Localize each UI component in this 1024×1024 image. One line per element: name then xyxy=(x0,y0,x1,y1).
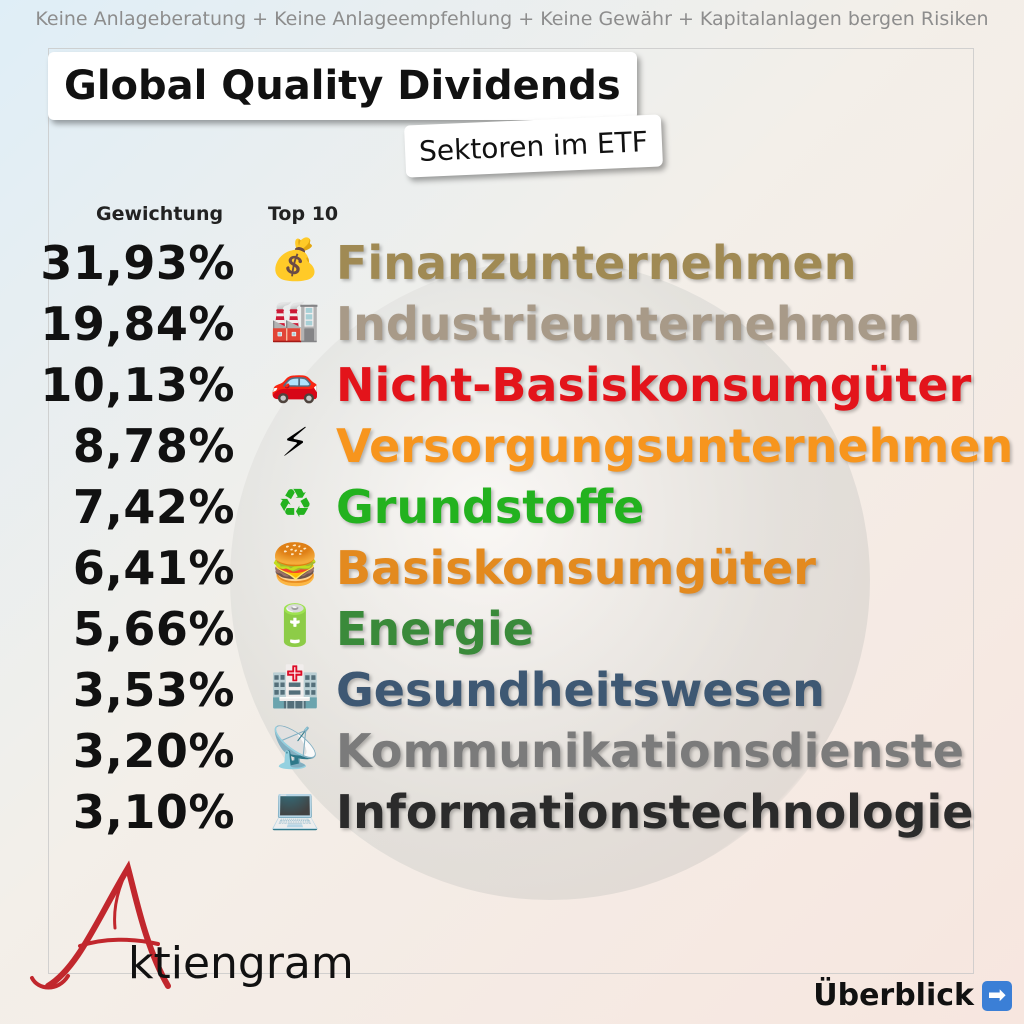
sector-name: Industrieunternehmen xyxy=(336,297,921,351)
sector-weight: 5,66% xyxy=(72,602,235,656)
top-column-header: Top 10 xyxy=(268,203,339,225)
car-icon: 🚗 xyxy=(270,359,320,405)
disclaimer-text: Keine Anlageberatung + Keine Anlageempfe… xyxy=(35,8,989,30)
sector-name: Nicht-Basiskonsumgüter xyxy=(336,358,972,412)
recycle-icon: ♻ xyxy=(277,481,313,527)
battery-icon: 🔋 xyxy=(270,603,320,649)
sector-weight: 3,20% xyxy=(72,724,235,778)
sector-row: 8,78% ⚡ Versorgungsunternehmen xyxy=(0,415,1024,476)
sector-name: Grundstoffe xyxy=(336,480,645,534)
lightning-icon: ⚡ xyxy=(280,420,310,466)
arrow-right-icon: ➡ xyxy=(982,980,1012,1011)
title-banner: Global Quality Dividends xyxy=(48,52,637,120)
factory-icon: 🏭 xyxy=(270,298,320,344)
sector-row: 5,66% 🔋 Energie xyxy=(0,598,1024,659)
sector-weight: 8,78% xyxy=(72,419,235,473)
sector-weight: 6,41% xyxy=(72,541,235,595)
sector-name: Informationstechnologie xyxy=(336,785,974,839)
sector-name: Basiskonsumgüter xyxy=(336,541,816,595)
sector-weight: 31,93% xyxy=(40,236,235,290)
burger-icon: 🍔 xyxy=(270,542,320,588)
sector-list: 31,93% 💰 Finanzunternehmen 19,84% 🏭 Indu… xyxy=(0,232,1024,842)
sector-row: 31,93% 💰 Finanzunternehmen xyxy=(0,232,1024,293)
sector-weight: 3,10% xyxy=(72,785,235,839)
hospital-icon: 🏥 xyxy=(270,664,320,710)
aktiengram-logo xyxy=(30,860,171,990)
sector-weight: 10,13% xyxy=(40,358,235,412)
content-frame xyxy=(48,48,974,974)
page-title: Global Quality Dividends xyxy=(64,63,621,109)
weight-column-header: Gewichtung xyxy=(96,203,224,225)
sector-row: 3,53% 🏥 Gesundheitswesen xyxy=(0,659,1024,720)
sector-name: Versorgungsunternehmen xyxy=(336,419,1014,473)
sector-row: 3,10% 💻 Informationstechnologie xyxy=(0,781,1024,842)
sector-row: 10,13% 🚗 Nicht-Basiskonsumgüter xyxy=(0,354,1024,415)
globe-background xyxy=(230,260,870,900)
page-subtitle: Sektoren im ETF xyxy=(418,124,649,168)
money-bag-icon: 💰 xyxy=(270,237,320,283)
sector-row: 7,42% ♻ Grundstoffe xyxy=(0,476,1024,537)
sector-name: Finanzunternehmen xyxy=(336,236,857,290)
sector-weight: 3,53% xyxy=(72,663,235,717)
satellite-dish-icon: 📡 xyxy=(270,725,320,771)
sector-row: 19,84% 🏭 Industrieunternehmen xyxy=(0,293,1024,354)
sector-name: Energie xyxy=(336,602,534,656)
sector-weight: 7,42% xyxy=(72,480,235,534)
logo-text: ktiengram xyxy=(128,938,354,989)
sector-name: Gesundheitswesen xyxy=(336,663,825,717)
overview-link[interactable]: Überblick ➡ xyxy=(813,978,1012,1013)
sector-name: Kommunikationsdienste xyxy=(336,724,964,778)
sector-row: 3,20% 📡 Kommunikationsdienste xyxy=(0,720,1024,781)
sector-weight: 19,84% xyxy=(40,297,235,351)
sector-row: 6,41% 🍔 Basiskonsumgüter xyxy=(0,537,1024,598)
laptop-icon: 💻 xyxy=(270,786,320,832)
overview-label: Überblick xyxy=(813,978,974,1013)
